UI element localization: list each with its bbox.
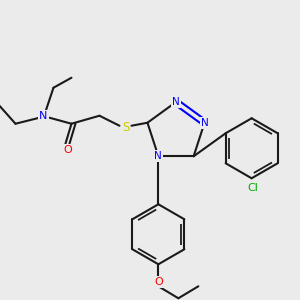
Text: S: S <box>122 121 129 134</box>
Text: Cl: Cl <box>247 183 258 193</box>
Text: O: O <box>154 277 163 287</box>
Text: N: N <box>172 97 180 107</box>
Text: N: N <box>39 111 48 121</box>
Text: O: O <box>63 145 72 155</box>
Text: N: N <box>201 118 208 128</box>
Text: N: N <box>154 151 162 161</box>
